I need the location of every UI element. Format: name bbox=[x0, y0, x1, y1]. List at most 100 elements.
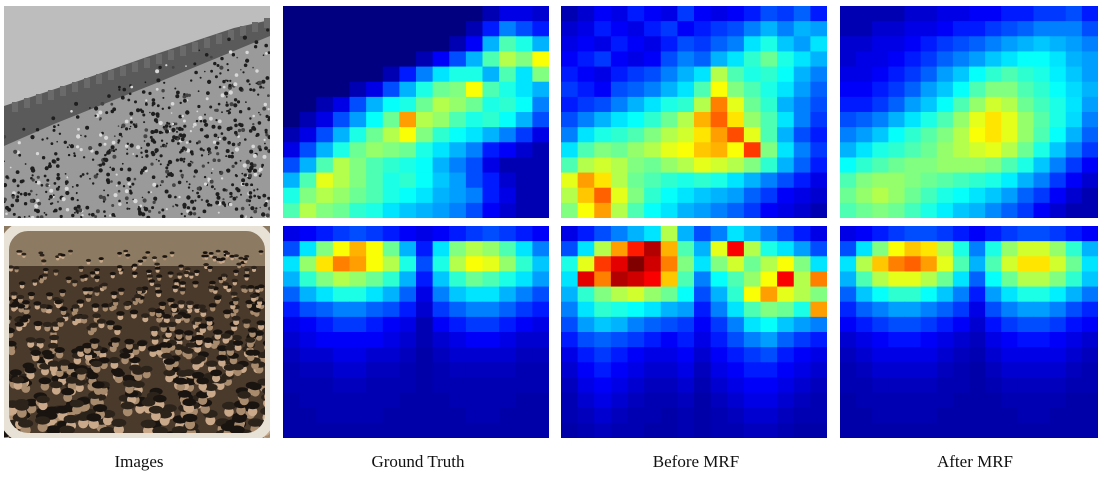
window bbox=[252, 22, 258, 32]
crowd-hat bbox=[24, 398, 39, 407]
heatmap-cell bbox=[1065, 226, 1083, 242]
crowd-person bbox=[158, 130, 163, 135]
crowd-hat bbox=[244, 268, 250, 272]
crowd-hat bbox=[190, 358, 202, 365]
heatmap-cell bbox=[432, 142, 450, 159]
crowd-person bbox=[121, 123, 126, 128]
heatmap-cell bbox=[743, 256, 762, 273]
crowd-hat bbox=[209, 280, 216, 285]
crowd-person bbox=[152, 200, 156, 204]
heatmap-cell bbox=[920, 187, 938, 204]
heatmap-cell bbox=[743, 392, 762, 409]
heatmap-cell bbox=[299, 127, 317, 143]
crowd-person bbox=[12, 178, 17, 183]
heatmap-cell bbox=[1065, 256, 1083, 273]
crowd-person bbox=[129, 143, 134, 148]
heatmap-cell bbox=[644, 226, 662, 242]
heatmap-cell bbox=[532, 6, 549, 22]
crowd-hat bbox=[9, 369, 22, 376]
crowd-person bbox=[36, 180, 41, 185]
heatmap-cell bbox=[627, 172, 645, 189]
crowd-face bbox=[124, 251, 128, 255]
heatmap-cell bbox=[627, 66, 645, 83]
heatmap-cell bbox=[677, 36, 695, 53]
heatmap-cell bbox=[432, 81, 450, 98]
heatmap-cell bbox=[515, 256, 533, 273]
heatmap-cell bbox=[920, 172, 938, 189]
heatmap-cell bbox=[710, 66, 728, 83]
heatmap-cell bbox=[810, 36, 827, 53]
heatmap-cell bbox=[316, 286, 334, 303]
heatmap-cell bbox=[499, 21, 517, 37]
heatmap-cell bbox=[627, 316, 645, 333]
heatmap-cell bbox=[985, 256, 1002, 273]
heatmap-cell bbox=[283, 51, 301, 68]
heatmap-cell bbox=[499, 347, 517, 363]
crowd-person bbox=[193, 122, 197, 127]
crowd-person bbox=[111, 204, 115, 207]
crowd-person bbox=[241, 172, 244, 175]
heatmap-cell bbox=[793, 202, 811, 218]
heatmap-cell bbox=[594, 112, 612, 128]
heatmap-cell bbox=[349, 226, 367, 242]
heatmap-cell bbox=[872, 172, 889, 189]
crowd-person bbox=[34, 208, 38, 212]
crowd-person bbox=[203, 175, 207, 179]
heatmap-cell bbox=[465, 377, 484, 394]
heatmap-cell bbox=[985, 142, 1002, 159]
crowd-person bbox=[102, 197, 107, 201]
crowd-person bbox=[262, 54, 265, 56]
crowd-person bbox=[111, 167, 115, 172]
heatmap-cell bbox=[399, 127, 417, 143]
heatmap-cell bbox=[856, 66, 873, 83]
crowd-hat bbox=[183, 270, 190, 275]
heatmap-cell bbox=[316, 332, 334, 348]
heatmap-cell bbox=[499, 51, 517, 68]
crowd-hat bbox=[116, 311, 125, 316]
heatmap-cell bbox=[577, 81, 595, 98]
heatmap-cell bbox=[1017, 241, 1035, 257]
heatmap-cell bbox=[283, 286, 301, 303]
crowd-person bbox=[170, 102, 175, 106]
heatmap-cell bbox=[465, 392, 484, 409]
heatmap-cell bbox=[920, 202, 938, 218]
heatmap-cell bbox=[366, 407, 384, 424]
crowd-face bbox=[146, 252, 150, 257]
aerial-crowd-image bbox=[4, 6, 270, 218]
heatmap-cell bbox=[727, 96, 745, 113]
crowd-hat bbox=[49, 334, 60, 341]
heatmap-cell bbox=[710, 81, 728, 98]
heatmap-cell bbox=[710, 36, 728, 53]
crowd-person bbox=[235, 196, 238, 199]
heatmap-cell bbox=[499, 286, 517, 303]
crowd-hat bbox=[196, 377, 209, 385]
window bbox=[192, 42, 198, 52]
heatmap-cell bbox=[777, 241, 795, 257]
heatmap-cell bbox=[985, 362, 1002, 379]
crowd-person bbox=[49, 188, 54, 193]
crowd-person bbox=[15, 198, 20, 203]
crowd-hat bbox=[18, 281, 26, 286]
crowd-hat bbox=[177, 300, 186, 305]
crowd-person bbox=[228, 50, 233, 54]
crowd-person bbox=[57, 185, 61, 189]
crowd-person bbox=[73, 154, 77, 157]
heatmap-cell bbox=[594, 256, 612, 273]
heatmap-cell bbox=[727, 81, 745, 98]
heatmap-cell bbox=[644, 407, 662, 424]
crowd-person bbox=[267, 135, 270, 140]
crowd-face bbox=[66, 278, 71, 284]
crowd-hat bbox=[154, 262, 160, 266]
heatmap-cell bbox=[316, 226, 334, 242]
crowd-person bbox=[99, 117, 102, 120]
crowd-person bbox=[103, 189, 105, 192]
crowd-person bbox=[234, 147, 240, 152]
heatmap-cell bbox=[515, 332, 533, 348]
crowd-person bbox=[105, 178, 110, 183]
heatmap-cell bbox=[416, 241, 434, 257]
crowd-person bbox=[199, 127, 204, 132]
crowd-face bbox=[192, 362, 201, 371]
heatmap-cell bbox=[561, 172, 579, 189]
heatmap-cell bbox=[465, 407, 484, 424]
heatmap-cell bbox=[449, 81, 467, 98]
